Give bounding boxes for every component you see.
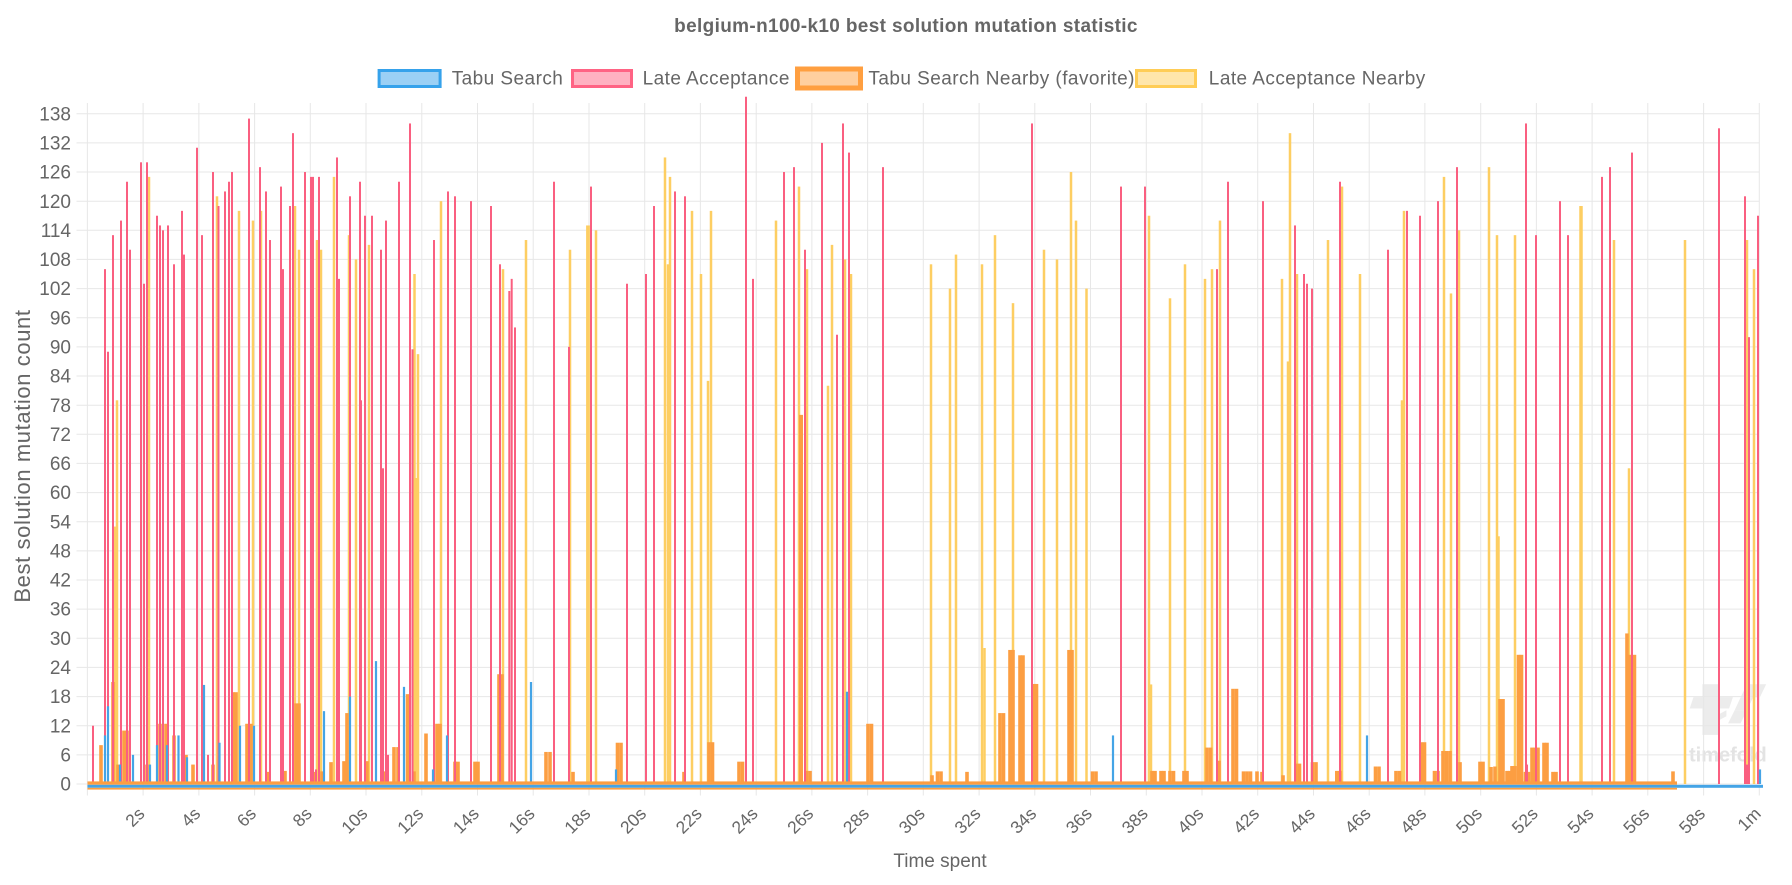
svg-text:138: 138 bbox=[39, 104, 71, 125]
svg-text:78: 78 bbox=[50, 396, 71, 417]
svg-text:66: 66 bbox=[50, 454, 71, 475]
svg-text:Tabu Search: Tabu Search bbox=[452, 69, 564, 90]
svg-text:Late Acceptance Nearby: Late Acceptance Nearby bbox=[1209, 69, 1426, 90]
svg-text:30: 30 bbox=[50, 629, 71, 650]
svg-text:belgium-n100-k10 best solution: belgium-n100-k10 best solution mutation … bbox=[674, 16, 1138, 37]
svg-text:6: 6 bbox=[60, 746, 71, 767]
svg-text:Time spent: Time spent bbox=[893, 851, 987, 872]
svg-text:114: 114 bbox=[41, 221, 72, 242]
svg-text:24: 24 bbox=[50, 658, 72, 679]
svg-text:96: 96 bbox=[50, 308, 71, 329]
svg-text:126: 126 bbox=[39, 163, 71, 184]
svg-text:132: 132 bbox=[39, 134, 71, 155]
svg-text:Tabu Search Nearby (favorite): Tabu Search Nearby (favorite) bbox=[868, 69, 1135, 90]
svg-text:42: 42 bbox=[50, 571, 71, 592]
svg-text:90: 90 bbox=[50, 338, 71, 359]
svg-text:102: 102 bbox=[39, 279, 71, 300]
svg-text:84: 84 bbox=[50, 367, 72, 388]
svg-text:108: 108 bbox=[39, 250, 71, 271]
svg-text:36: 36 bbox=[50, 600, 71, 621]
svg-text:12: 12 bbox=[50, 716, 71, 737]
svg-text:54: 54 bbox=[50, 512, 72, 533]
svg-text:120: 120 bbox=[39, 192, 71, 213]
svg-text:72: 72 bbox=[50, 425, 71, 446]
svg-text:60: 60 bbox=[50, 483, 71, 504]
svg-text:Late Acceptance: Late Acceptance bbox=[643, 69, 790, 90]
svg-text:18: 18 bbox=[50, 687, 71, 708]
svg-text:0: 0 bbox=[60, 775, 71, 796]
svg-text:48: 48 bbox=[50, 542, 71, 563]
svg-text:Best solution mutation count: Best solution mutation count bbox=[10, 309, 35, 602]
